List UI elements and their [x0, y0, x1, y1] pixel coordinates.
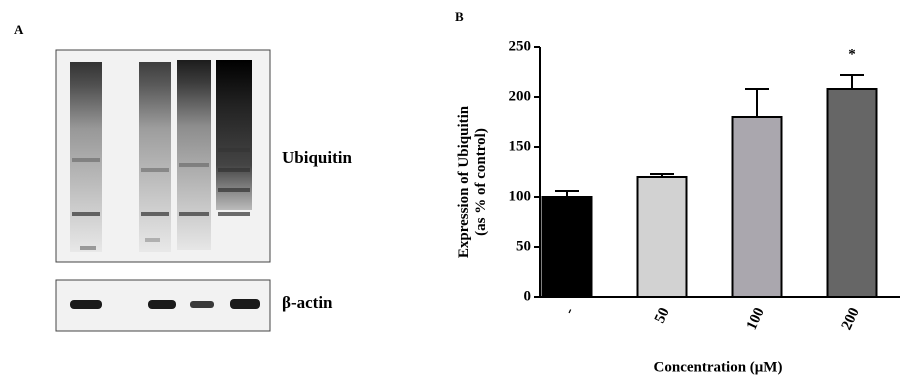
- blot-label: Ubiquitin: [282, 148, 352, 167]
- blot-bands: [70, 299, 260, 309]
- y-tick-label: 250: [509, 38, 532, 54]
- bar: [543, 197, 592, 297]
- y-tick-label: 0: [524, 288, 532, 304]
- y-tick-label: 50: [516, 238, 531, 254]
- blot-lane: [139, 62, 171, 252]
- bar: [828, 89, 877, 297]
- figure: A B Ubiquitin β-actin 0 50 100 150 200 250 Exp…: [0, 0, 916, 381]
- x-axis-label: Concentration (μM): [654, 359, 783, 375]
- x-tick-label: 100: [744, 305, 768, 332]
- y-axis-label-line: (as % of control): [473, 128, 489, 236]
- western-blot: [56, 50, 270, 331]
- x-tick-label: 200: [839, 305, 863, 332]
- y-axis-label: Expression of Ubiquitin(as % of control): [456, 105, 489, 258]
- y-axis-label-line: Expression of Ubiquitin: [456, 105, 472, 258]
- panel-label: A: [14, 22, 24, 37]
- y-tick-label: 150: [509, 138, 532, 154]
- bar: [733, 117, 782, 297]
- x-tick-label: 50: [652, 305, 673, 325]
- blot-lane: [177, 60, 211, 250]
- x-tick-label: -: [561, 305, 578, 316]
- blot-lane: [70, 62, 102, 252]
- y-tick-label: 100: [509, 188, 532, 204]
- panel-label: B: [455, 9, 464, 24]
- blot-lane: [216, 60, 252, 210]
- blot-label: β-actin: [282, 293, 333, 312]
- y-tick-label: 200: [509, 88, 532, 104]
- significance-marker: *: [848, 46, 856, 62]
- bar: [638, 177, 687, 297]
